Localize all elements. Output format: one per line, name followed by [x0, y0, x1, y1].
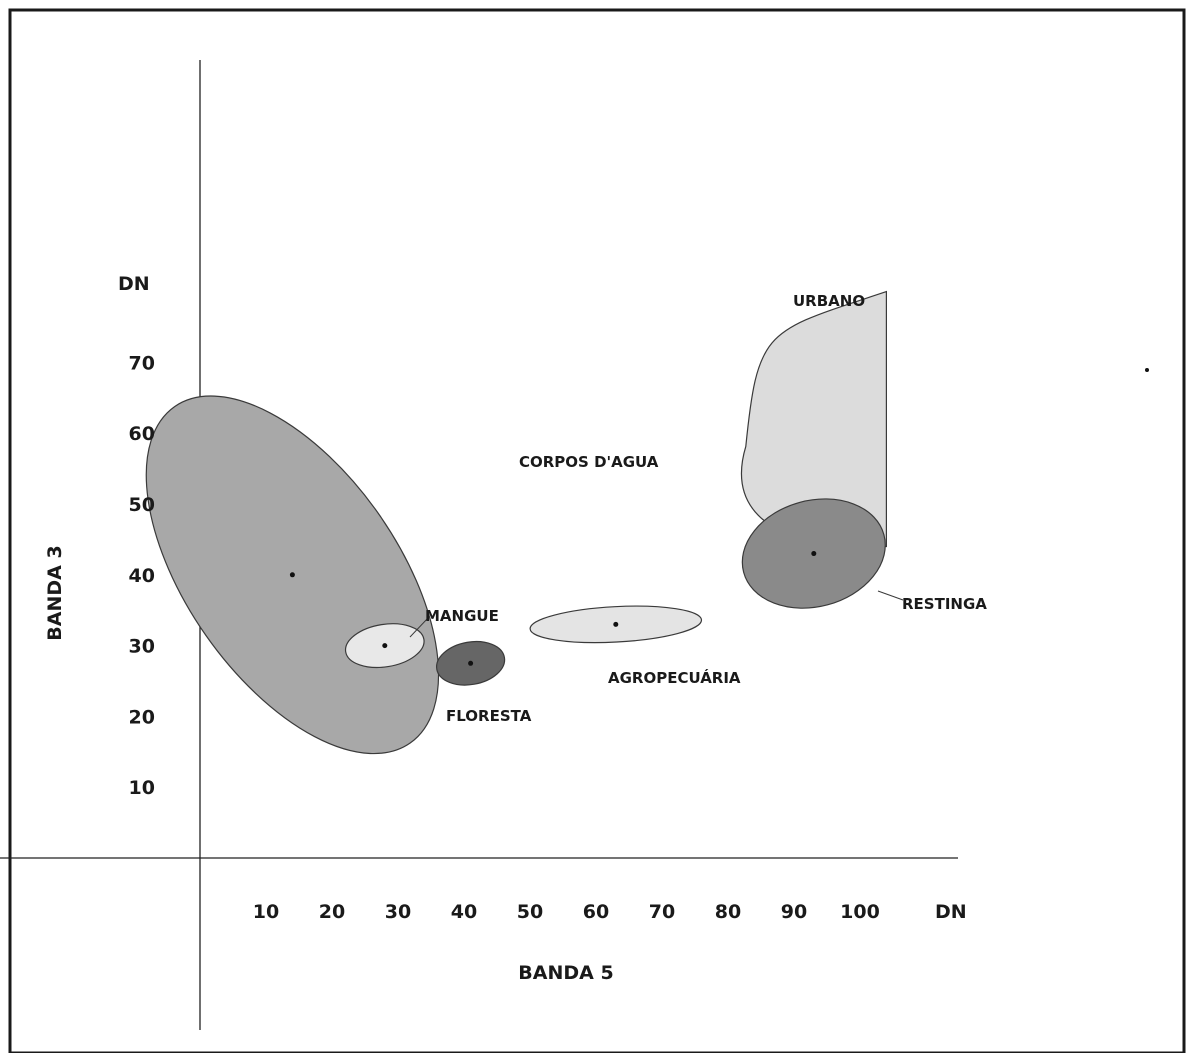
- y-tick-label: 60: [129, 423, 155, 445]
- x-unit-label: DN: [935, 901, 967, 923]
- x-tick-label: 20: [319, 901, 345, 923]
- y-tick-label: 40: [129, 565, 155, 587]
- x-tick-label: 100: [840, 901, 880, 923]
- x-tick-label: 90: [781, 901, 807, 923]
- y-tick-label: 70: [129, 352, 155, 374]
- centroid-agropecu-ria: [613, 621, 619, 627]
- centroid-floresta: [468, 660, 474, 666]
- y-tick-label: 20: [129, 706, 155, 728]
- y-axis-title: BANDA 3: [44, 545, 66, 640]
- label-mangue: MANGUE: [425, 607, 499, 625]
- x-tick-label: 30: [385, 901, 411, 923]
- y-tick-label: 50: [129, 494, 155, 516]
- x-tick-label: 80: [715, 901, 741, 923]
- x-axis-title: BANDA 5: [518, 962, 613, 984]
- label-corpos-dagua: CORPOS D'AGUA: [519, 453, 659, 471]
- restinga-leader-line: [877, 590, 904, 601]
- label-agropecuaria: AGROPECUÁRIA: [608, 668, 741, 687]
- x-tick-label: 60: [583, 901, 609, 923]
- x-tick-label: 10: [253, 901, 279, 923]
- y-tick-labels: 10 20 30 40 50 60 70: [129, 352, 155, 799]
- class-regions: [145, 290, 887, 755]
- label-restinga: RESTINGA: [902, 595, 987, 613]
- x-tick-label: 40: [451, 901, 477, 923]
- chart-frame: [8, 8, 1186, 1053]
- x-tick-label: 50: [517, 901, 543, 923]
- y-tick-label: 10: [129, 777, 155, 799]
- centroid-corpos-d-agua: [289, 572, 295, 578]
- x-tick-label: 70: [649, 901, 675, 923]
- x-tick-labels: 10 20 30 40 50 60 70 80 90 100: [253, 901, 880, 923]
- centroid-mangue: [382, 643, 388, 649]
- stray-dot: [1145, 368, 1149, 372]
- label-urbano: URBANO: [793, 292, 865, 310]
- centroid-restinga: [811, 551, 817, 557]
- y-tick-label: 30: [129, 636, 155, 658]
- mangue-leader-line: [409, 617, 429, 638]
- y-unit-label: DN: [118, 273, 150, 295]
- label-floresta: FLORESTA: [446, 707, 532, 725]
